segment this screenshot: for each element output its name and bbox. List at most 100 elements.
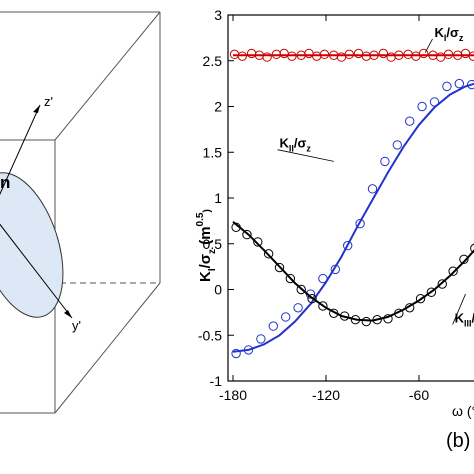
- data-point-KII: [355, 218, 365, 229]
- series-annotation: KI/σz: [435, 25, 464, 43]
- panel-label: (b): [446, 430, 470, 452]
- data-point-KI: [361, 51, 371, 61]
- annotation-leader: [452, 293, 466, 325]
- x-tick-label: -60: [409, 387, 429, 403]
- data-point-KIII: [339, 311, 350, 321]
- data-point-KI: [344, 49, 354, 60]
- block-diagram: z' y' n: [0, 11, 161, 414]
- x-axis-label: ω (°: [452, 403, 474, 419]
- data-point-KIII: [470, 243, 474, 253]
- data-point-KI: [304, 48, 314, 59]
- y-tick-label: -1: [210, 373, 223, 389]
- x-tick-label: -180: [219, 387, 247, 403]
- z-prime-label: z': [44, 94, 53, 109]
- y-tick-label: 0: [214, 282, 222, 298]
- y-tick-label: -0.5: [198, 327, 222, 343]
- y-axis-label: KI/σz (m0.5): [195, 209, 218, 282]
- data-point-KII: [231, 348, 241, 359]
- data-point-KIII: [318, 301, 328, 311]
- data-point-KI: [336, 52, 347, 62]
- data-point-KI: [246, 48, 257, 59]
- data-point-KI: [237, 51, 248, 61]
- y-tick-label: 0.5: [203, 236, 223, 252]
- data-point-KI: [418, 48, 429, 59]
- annotation-layer: KI/σz KII/σz KIII/σz: [277, 25, 474, 328]
- data-point-KIII: [426, 287, 437, 297]
- data-point-KIII: [405, 303, 415, 313]
- data-point-KII: [343, 240, 353, 251]
- y-tick-label: 3: [214, 7, 222, 23]
- data-point-KII: [380, 156, 390, 167]
- data-point-KIII: [437, 279, 447, 289]
- data-point-KII: [330, 264, 340, 275]
- annotation-leader: [424, 38, 433, 53]
- data-point-KIII: [329, 308, 339, 318]
- x-tick-label: -120: [312, 387, 340, 403]
- data-point-KII: [467, 79, 474, 90]
- plot-frame: [227, 14, 474, 382]
- data-point-KI: [262, 52, 272, 62]
- data-point-KIII: [307, 293, 317, 304]
- data-point-KI: [443, 49, 454, 60]
- z-prime-arrowhead: [33, 105, 40, 113]
- normal-label: n: [0, 173, 10, 192]
- data-point-KIII: [394, 308, 404, 318]
- y-prime-arrowhead: [64, 310, 72, 318]
- y-tick-label: 1.5: [203, 144, 223, 160]
- data-point-KII: [268, 321, 278, 331]
- series-layer: [229, 48, 474, 359]
- data-point-KI: [279, 48, 289, 59]
- data-point-KI: [468, 51, 474, 61]
- series-line-KII: [232, 82, 474, 353]
- data-point-KIII: [296, 284, 306, 295]
- data-point-KIII: [350, 314, 361, 325]
- data-point-KIII: [242, 229, 252, 240]
- data-point-KIII: [361, 316, 371, 327]
- data-point-KI: [386, 52, 396, 62]
- data-point-KII: [367, 184, 378, 194]
- data-point-KII: [281, 312, 291, 322]
- data-point-KII: [442, 81, 452, 92]
- chart: -180-120-600 -1-0.500.511.522.53 KI/σzKI…: [195, 7, 474, 452]
- data-point-KIII: [263, 249, 274, 259]
- data-point-KI: [287, 51, 297, 61]
- data-point-KII: [429, 97, 440, 107]
- data-point-KII: [293, 303, 303, 313]
- data-point-KI: [319, 49, 330, 60]
- data-point-KII: [417, 101, 427, 112]
- series-annotation: KIII/σz: [455, 310, 474, 328]
- data-point-KIII: [459, 254, 469, 265]
- data-point-KI: [271, 49, 282, 60]
- y-tick-label: 1: [214, 190, 222, 206]
- data-point-KII: [454, 78, 464, 89]
- data-point-KI: [378, 48, 389, 59]
- data-point-KIII: [372, 314, 382, 325]
- data-point-KII: [405, 116, 415, 126]
- series-line-KIII: [232, 221, 474, 322]
- data-point-KIII: [274, 262, 285, 273]
- data-point-KIII: [415, 293, 426, 304]
- data-point-KI: [369, 50, 379, 60]
- data-point-KIII: [231, 222, 241, 232]
- series-annotation: KII/σz: [280, 136, 312, 154]
- data-point-KII: [256, 334, 266, 344]
- data-point-KI: [394, 50, 404, 60]
- data-point-KIII: [253, 237, 263, 247]
- y-tick-label: 2.5: [203, 53, 223, 69]
- y-ticks: -1 -0.5 0 0.5 1 1.5 2 2.5 3: [198, 7, 234, 389]
- y-prime-label: y': [72, 318, 81, 333]
- annotation-leader: [277, 149, 334, 162]
- y-prime-axis: [0, 223, 73, 319]
- z-prime-axis: [0, 104, 41, 196]
- y-tick-label: 2: [214, 99, 222, 115]
- data-point-KI: [353, 48, 364, 59]
- data-point-KIII: [448, 266, 458, 276]
- data-point-KIII: [285, 273, 296, 284]
- data-point-KII: [318, 273, 328, 284]
- x-ticks: -180-120-600: [219, 15, 429, 403]
- data-point-KI: [436, 52, 446, 62]
- block-edge-diagonal-bottom: [54, 282, 161, 414]
- block-edge-diagonal-top: [54, 11, 161, 141]
- crack-ellipse: [0, 172, 64, 318]
